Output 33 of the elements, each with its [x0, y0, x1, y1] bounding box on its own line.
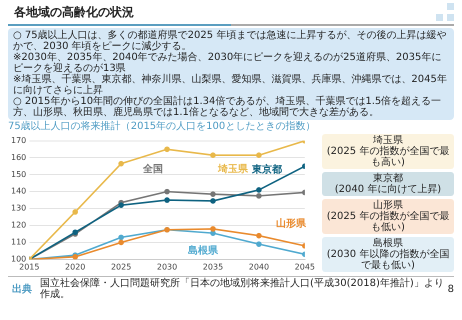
series-label: 東京都: [250, 164, 282, 176]
chart-title: 各地域の高齢化の状況: [13, 4, 134, 21]
y-tick-label: 110: [10, 238, 26, 247]
y-tick-label: 120: [10, 220, 26, 230]
text: ※2030年、2035年、2040年でみた場合、2030年にピークを迎えるのが25道府県、2035年にピークを迎えるのが13県: [13, 52, 442, 74]
x-tick-label: 2035: [202, 262, 224, 272]
x-tick-label: 2030: [156, 262, 178, 272]
series-label: 山形県: [276, 217, 307, 230]
x-tick-label: 2025: [110, 262, 132, 272]
text: 島根県 (2030 年以降の指数が全国で最も低い): [322, 237, 454, 272]
x-tick-label: 2020: [65, 262, 86, 272]
y-tick-label: 160: [10, 152, 26, 162]
y-tick-label: 100: [10, 254, 26, 264]
x-tick-label: 2045: [294, 262, 315, 272]
text: 埼玉県 (2025 年の指数が全国で最も高い): [322, 134, 454, 169]
text: 山形県 (2025 年の指数が全国で最も低い): [322, 199, 454, 234]
text: 8: [446, 284, 454, 294]
series-label: 埼玉県: [216, 162, 249, 175]
text: ○ 75歳以上人口は、多くの都道府県で2025 年頃までは急速に上昇するが、その後の上昇は緩やかで、2030 年頃をピークに減少する。: [13, 30, 448, 52]
series-label: 島根県: [188, 244, 219, 257]
text: 出典: [11, 284, 33, 294]
text: ※埼玉県、千葉県、東京都、神奈川県、山梨県、愛知県、滋賀県、兵庫県、沖縄県では、2045年に向けてさらに上昇: [13, 74, 448, 96]
x-tick-label: 2015: [19, 262, 40, 272]
text: ○ 2015年から10年間の伸びの全国計は1.34倍であるが、埼玉県、千葉県では1.5倍を超える一方、山形県、秋田県、鹿児島県では1.1倍となるなど、地域間で大きな差がある。: [13, 96, 442, 118]
text: 国立社会保障・人口問題研究所「日本の地域別将来推計人口(平成30(2018)年推計)」より作成。: [40, 278, 444, 300]
x-tick-label: 2040: [248, 262, 270, 272]
y-tick-label: 140: [10, 186, 26, 196]
y-tick-label: 150: [10, 170, 26, 179]
series-label: 全国: [142, 163, 164, 176]
chart-subtitle: 75歳以上人口の将来推計（2015年の人口を100としたときの指数）: [8, 121, 316, 133]
text: 東京都 (2040 年に向けて上昇): [322, 172, 454, 196]
y-tick-label: 170: [10, 136, 26, 145]
y-tick-label: 130: [10, 204, 26, 213]
